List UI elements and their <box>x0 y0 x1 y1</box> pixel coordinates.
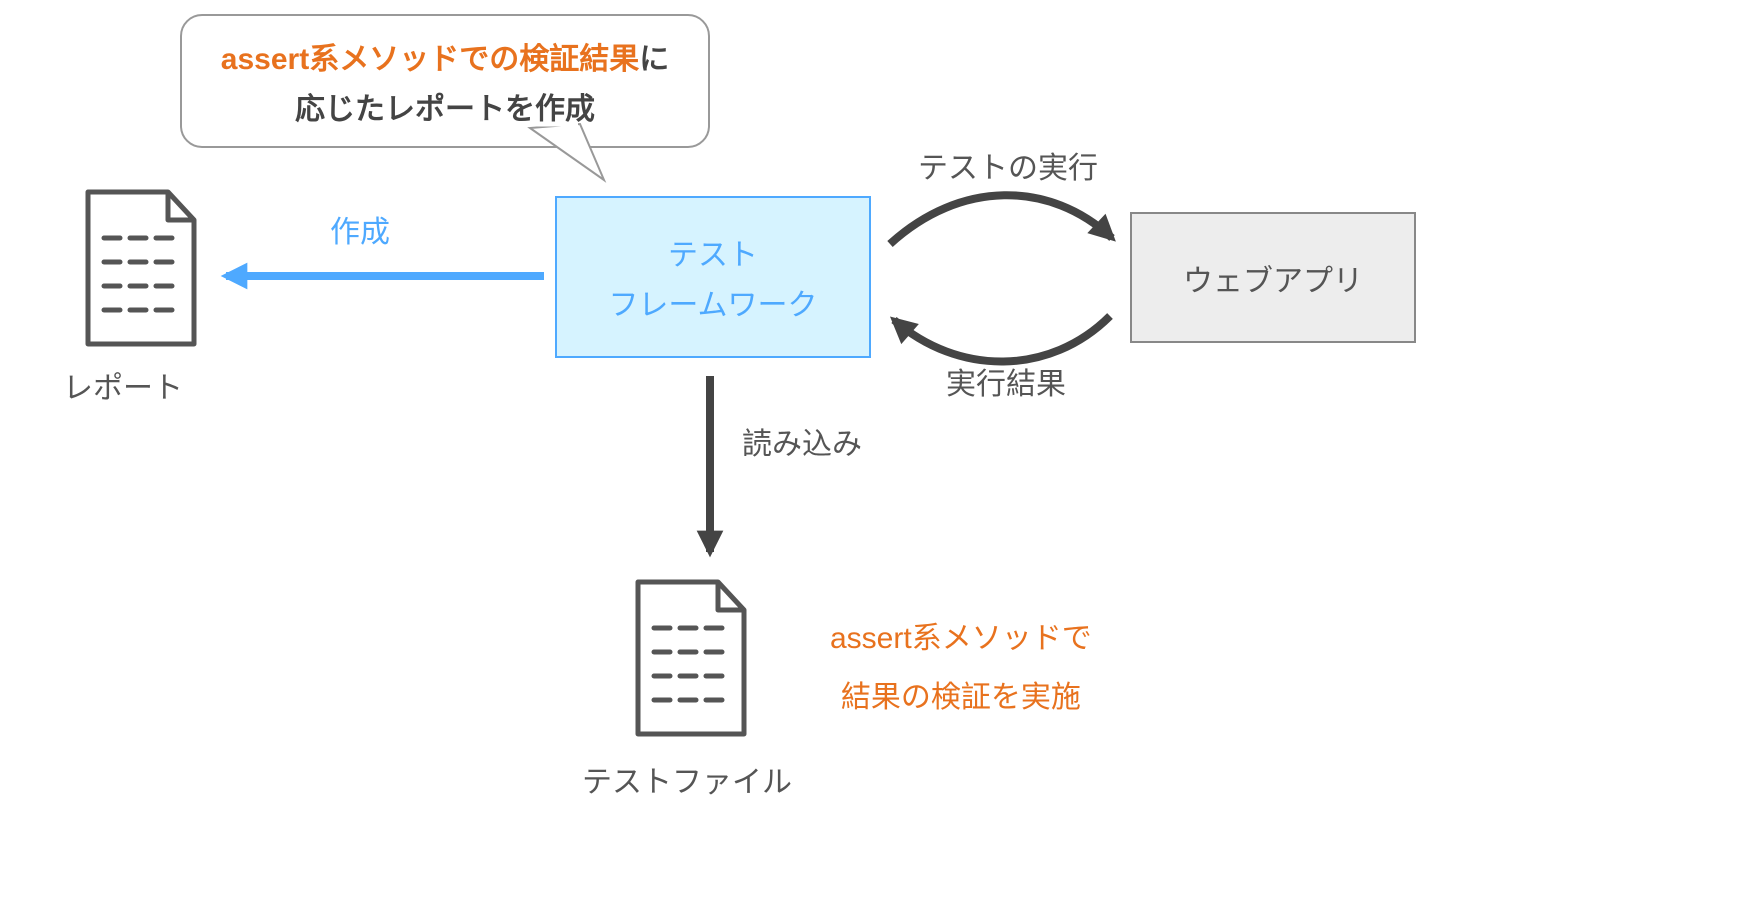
edge-result-arrow <box>894 316 1110 362</box>
edge-read-label: 読み込み <box>742 422 862 467</box>
node-test-framework: テスト フレームワーク <box>555 196 871 358</box>
node-webapp-label: ウェブアプリ <box>1183 256 1363 300</box>
testfile-doc-icon <box>630 576 752 745</box>
annotation-line1: assert系メソッドで <box>830 616 1092 661</box>
node-webapp: ウェブアプリ <box>1130 212 1416 343</box>
edge-execute-arrow <box>890 195 1112 244</box>
report-label: レポート <box>63 366 183 411</box>
report-doc-icon <box>80 186 202 355</box>
edge-result-label: 実行結果 <box>946 362 1066 407</box>
node-framework-line2: フレームワーク <box>608 280 817 324</box>
annotation-line2: 結果の検証を実施 <box>830 675 1092 720</box>
edge-execute-label: テストの実行 <box>918 146 1098 191</box>
edge-create-label: 作成 <box>330 210 390 255</box>
annotation-assert: assert系メソッドで 結果の検証を実施 <box>830 616 1092 720</box>
bubble-line2: 応じたレポートを作成 <box>212 84 678 128</box>
node-framework-line1: テスト <box>668 230 758 274</box>
testfile-label: テストファイル <box>582 760 792 805</box>
bubble-tail-text: に <box>639 43 669 76</box>
bubble-highlight: assert系メソッドでの検証結果 <box>221 43 639 76</box>
speech-bubble: assert系メソッドでの検証結果に 応じたレポートを作成 <box>180 14 710 148</box>
